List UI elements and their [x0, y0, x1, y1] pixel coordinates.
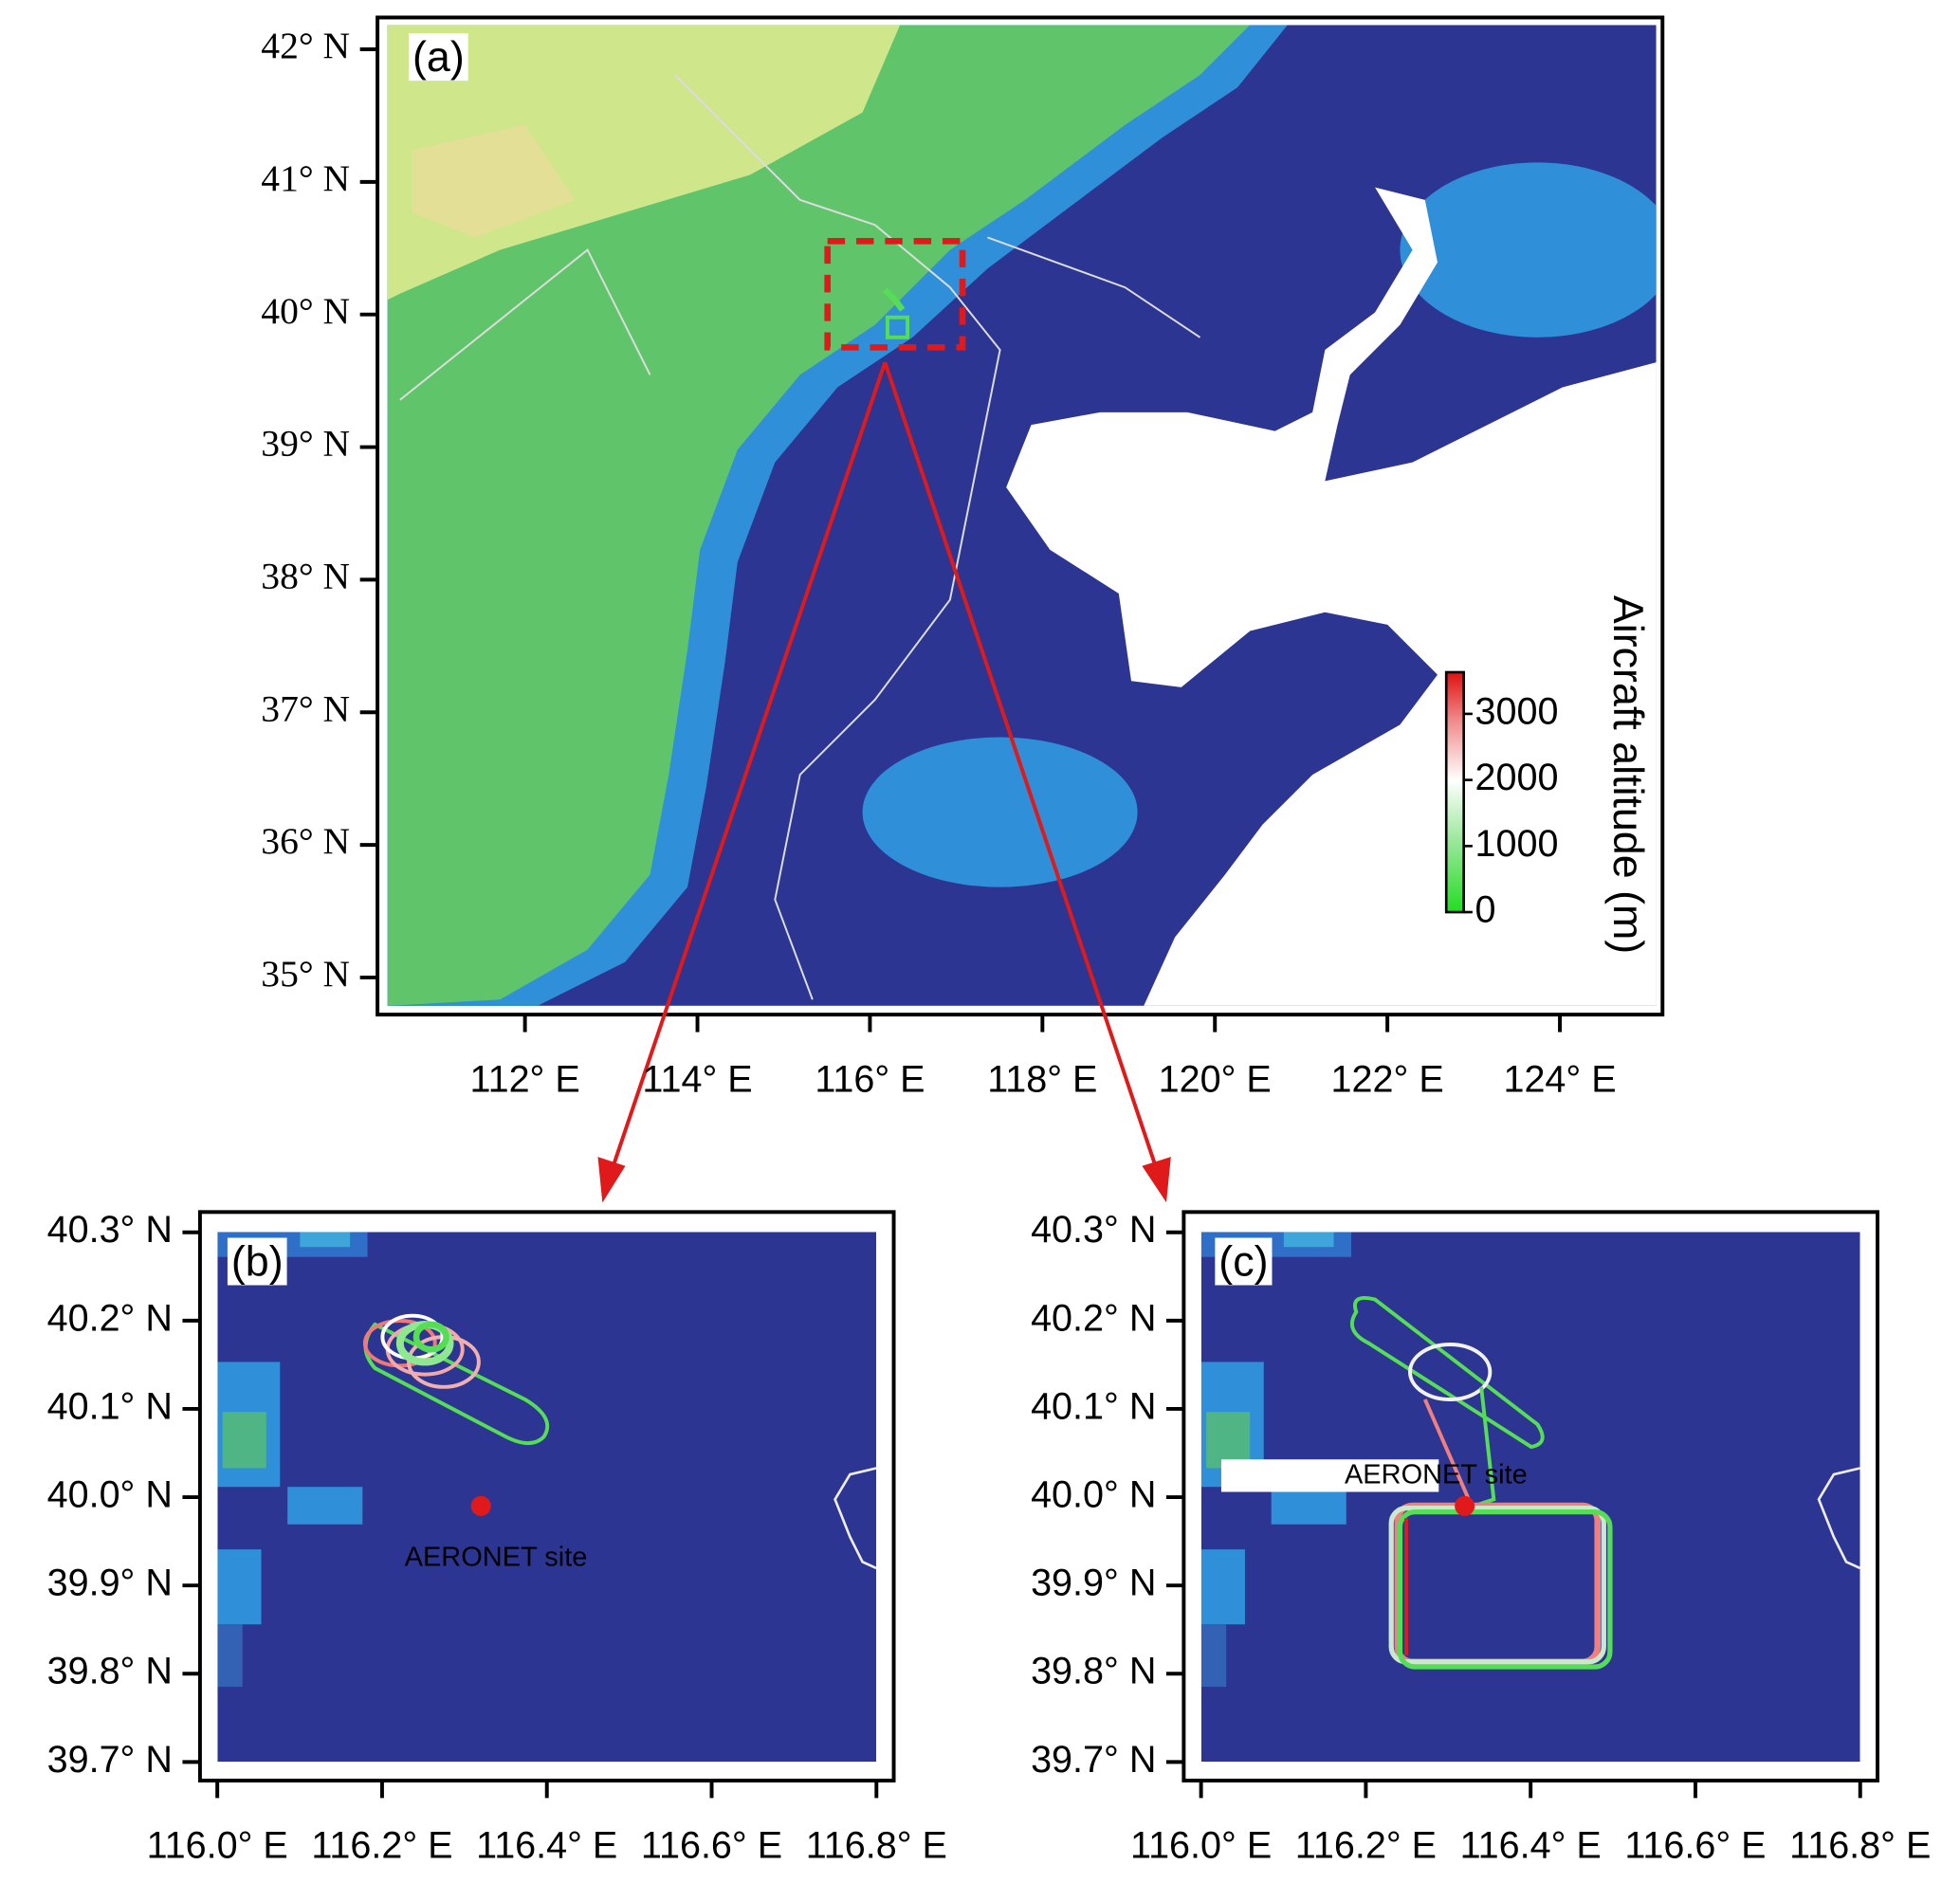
x-tick-label: 116.8° E: [806, 1825, 947, 1867]
y-tick-label: 40.1° N: [1031, 1385, 1156, 1427]
x-tick-label: 116.4° E: [1460, 1825, 1602, 1867]
x-tick-label: 118° E: [987, 1059, 1097, 1101]
x-tick-label: 116.0° E: [1130, 1825, 1272, 1867]
x-tick-label: 124° E: [1503, 1059, 1616, 1101]
colorbar-tick-label: 0: [1475, 888, 1496, 930]
colorbar-tick-label: 3000: [1475, 690, 1559, 732]
y-tick-label: 39.9° N: [47, 1563, 173, 1604]
x-tick-label: 114° E: [642, 1059, 752, 1101]
y-tick-label: 40.0° N: [47, 1473, 173, 1515]
y-tick-label: 40.3° N: [47, 1209, 173, 1251]
y-tick-label: 40° N: [261, 290, 350, 332]
y-tick-label: 35° N: [261, 953, 350, 995]
y-tick-label: 37° N: [261, 687, 350, 729]
y-tick-label: 40.1° N: [47, 1385, 173, 1427]
panel-label: (b): [231, 1238, 284, 1286]
y-tick-label: 38° N: [261, 555, 350, 596]
x-tick-label: 120° E: [1159, 1059, 1272, 1101]
panel-label-bg: [1215, 1237, 1273, 1286]
tracks-b: [362, 1313, 550, 1446]
x-tick-label: 116.4° E: [476, 1825, 617, 1867]
site-label: AERONET site: [1345, 1459, 1528, 1490]
y-tick-label: 40.0° N: [1031, 1473, 1156, 1515]
y-tick-label: 36° N: [261, 820, 350, 862]
colorbar: [1444, 670, 1465, 914]
zoom-arrows: [597, 361, 1171, 1203]
x-tick-label: 116.0° E: [147, 1825, 288, 1867]
colorbar-title: Aircraft altitude (m): [1604, 595, 1652, 954]
frame-a: [376, 15, 1665, 1017]
y-tick-label: 40.2° N: [1031, 1297, 1156, 1339]
terrain-c: [1201, 1232, 1860, 1762]
y-tick-label: 40.3° N: [1031, 1209, 1156, 1251]
panel-label: (c): [1218, 1238, 1268, 1286]
panel-label-bg: [227, 1237, 287, 1286]
site-marker: [1455, 1495, 1475, 1516]
y-tick-label: 39.8° N: [47, 1651, 173, 1692]
x-tick-label: 116.2° E: [311, 1825, 452, 1867]
x-tick-label: 116.6° E: [1624, 1825, 1766, 1867]
x-tick-label: 122° E: [1331, 1059, 1444, 1101]
colorbar-tick-label: 2000: [1475, 757, 1559, 798]
panel-label: (a): [412, 33, 465, 81]
y-tick-label: 39.8° N: [1031, 1651, 1156, 1692]
x-tick-label: 116.8° E: [1789, 1825, 1931, 1867]
y-tick-label: 39.9° N: [1031, 1563, 1156, 1604]
y-tick-label: 39.7° N: [1031, 1739, 1156, 1781]
x-tick-label: 112° E: [470, 1059, 580, 1101]
y-tick-label: 39.7° N: [47, 1739, 173, 1781]
y-tick-label: 39° N: [261, 423, 350, 465]
site-label: AERONET site: [405, 1542, 588, 1572]
label-backgrounds: [1220, 1459, 1439, 1492]
panel-label-bg: [409, 33, 468, 82]
terrain-a: [387, 25, 1657, 1006]
x-tick-label: 116.6° E: [641, 1825, 782, 1867]
y-tick-label: 42° N: [261, 25, 350, 66]
site-marker: [470, 1495, 491, 1516]
tracks-c: [1349, 1295, 1613, 1670]
x-tick-label: 116.2° E: [1295, 1825, 1437, 1867]
x-tick-label: 116° E: [815, 1059, 925, 1101]
y-tick-label: 40.2° N: [47, 1297, 173, 1339]
y-tick-label: 41° N: [261, 157, 350, 199]
colorbar-tick-label: 1000: [1475, 823, 1559, 865]
terrain-b: [217, 1232, 877, 1763]
